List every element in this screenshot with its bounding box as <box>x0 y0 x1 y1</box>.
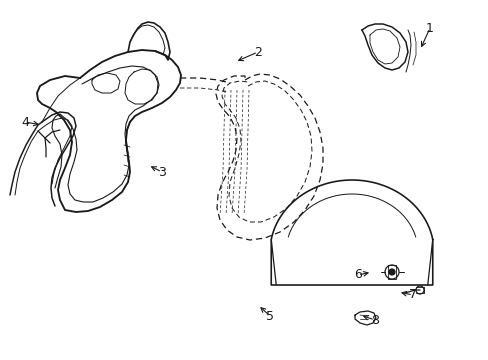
Text: 2: 2 <box>254 45 262 58</box>
Text: 1: 1 <box>425 22 433 35</box>
Text: 7: 7 <box>408 288 416 302</box>
Circle shape <box>388 269 394 275</box>
Text: 4: 4 <box>21 116 29 129</box>
Text: 3: 3 <box>158 166 165 179</box>
Text: 6: 6 <box>353 269 361 282</box>
Text: 8: 8 <box>370 314 378 327</box>
Text: 5: 5 <box>265 310 273 323</box>
